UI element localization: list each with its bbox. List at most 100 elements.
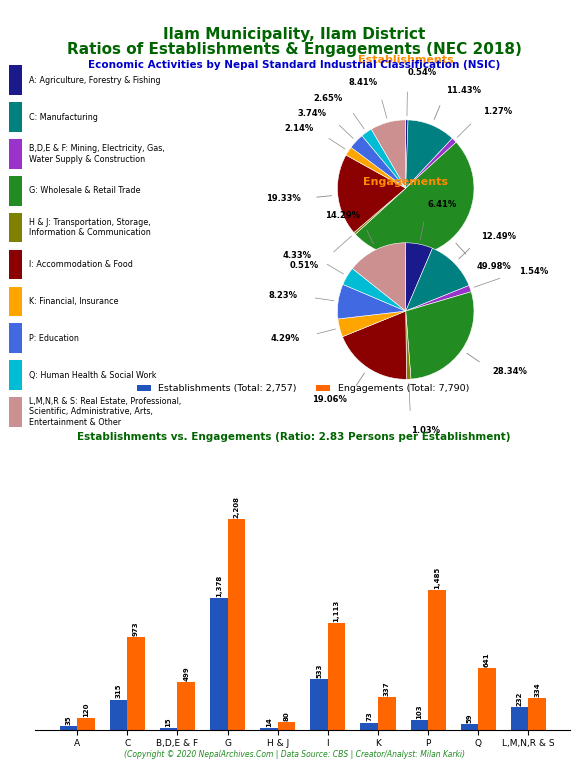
Text: A: Agriculture, Forestry & Fishing: A: Agriculture, Forestry & Fishing <box>29 76 161 84</box>
Text: 334: 334 <box>534 682 540 697</box>
Bar <box>529 698 546 730</box>
Title: Engagements: Engagements <box>363 177 448 187</box>
Legend: Establishments (Total: 2,757), Engagements (Total: 7,790): Establishments (Total: 2,757), Engagemen… <box>133 380 473 397</box>
Text: 103: 103 <box>416 704 422 719</box>
Text: 4.33%: 4.33% <box>283 250 312 260</box>
Text: 2.65%: 2.65% <box>314 94 343 103</box>
Text: P: Education: P: Education <box>29 334 79 343</box>
Text: Ilam Municipality, Ilam District: Ilam Municipality, Ilam District <box>163 27 425 42</box>
Text: (Copyright © 2020 NepalArchives.Com | Data Source: CBS | Creator/Analyst: Milan : (Copyright © 2020 NepalArchives.Com | Da… <box>123 750 465 759</box>
Text: 499: 499 <box>183 666 189 681</box>
Text: 14: 14 <box>266 717 272 727</box>
Text: 973: 973 <box>133 621 139 636</box>
Text: 28.34%: 28.34% <box>493 366 527 376</box>
Bar <box>9 250 22 280</box>
Text: H & J: Transportation, Storage,
Information & Communication: H & J: Transportation, Storage, Informat… <box>29 218 151 237</box>
Text: K: Financial, Insurance: K: Financial, Insurance <box>29 297 118 306</box>
Bar <box>260 728 278 730</box>
Wedge shape <box>362 129 406 188</box>
Bar <box>9 213 22 243</box>
Bar <box>328 624 345 730</box>
Text: I: Accommodation & Food: I: Accommodation & Food <box>29 260 133 269</box>
Wedge shape <box>351 136 406 188</box>
Text: 19.06%: 19.06% <box>312 395 347 404</box>
Wedge shape <box>406 248 469 311</box>
Wedge shape <box>406 286 471 311</box>
Text: 4.29%: 4.29% <box>271 333 300 343</box>
Text: 232: 232 <box>517 692 523 707</box>
Text: 0.51%: 0.51% <box>290 260 319 270</box>
Wedge shape <box>338 311 406 336</box>
Wedge shape <box>406 138 456 188</box>
Bar <box>9 102 22 132</box>
Text: 120: 120 <box>83 703 89 717</box>
Text: Q: Human Health & Social Work: Q: Human Health & Social Work <box>29 371 156 379</box>
Wedge shape <box>371 120 406 188</box>
Text: 1.03%: 1.03% <box>411 426 440 435</box>
Wedge shape <box>343 269 406 311</box>
Text: 59: 59 <box>466 713 473 723</box>
Bar <box>479 668 496 730</box>
Text: 337: 337 <box>384 682 390 697</box>
Bar <box>9 139 22 169</box>
Bar <box>378 697 396 730</box>
Bar <box>410 720 428 730</box>
Text: 8.23%: 8.23% <box>269 291 298 300</box>
Text: 641: 641 <box>484 653 490 667</box>
Bar <box>9 323 22 353</box>
Bar <box>77 718 95 730</box>
Text: 19.33%: 19.33% <box>266 194 300 204</box>
Text: Economic Activities by Nepal Standard Industrial Classification (NSIC): Economic Activities by Nepal Standard In… <box>88 60 500 70</box>
Wedge shape <box>406 120 452 188</box>
Text: 3.74%: 3.74% <box>298 108 326 118</box>
Text: 14.29%: 14.29% <box>325 211 360 220</box>
Wedge shape <box>406 311 411 379</box>
Bar <box>228 519 245 730</box>
Wedge shape <box>346 147 406 188</box>
Text: 1.27%: 1.27% <box>483 107 513 116</box>
Text: 1,485: 1,485 <box>434 567 440 589</box>
Text: 2.14%: 2.14% <box>285 124 314 134</box>
Bar <box>9 65 22 95</box>
Text: B,D,E & F: Mining, Electricity, Gas,
Water Supply & Construction: B,D,E & F: Mining, Electricity, Gas, Wat… <box>29 144 165 164</box>
Bar <box>9 286 22 316</box>
Text: 11.43%: 11.43% <box>446 86 481 95</box>
Bar <box>360 723 378 730</box>
Wedge shape <box>406 243 433 311</box>
Wedge shape <box>406 120 408 188</box>
Bar <box>110 700 127 730</box>
Bar <box>310 679 328 730</box>
Wedge shape <box>338 155 406 233</box>
Wedge shape <box>354 188 406 234</box>
Bar <box>278 722 295 730</box>
Bar <box>428 590 446 730</box>
Text: 35: 35 <box>65 716 71 725</box>
Text: 0.54%: 0.54% <box>407 68 437 77</box>
Bar <box>210 598 228 730</box>
Bar <box>160 728 178 730</box>
Bar <box>178 682 195 730</box>
Text: Ratios of Establishments & Engagements (NEC 2018): Ratios of Establishments & Engagements (… <box>66 42 522 58</box>
Wedge shape <box>355 142 474 257</box>
Text: Establishments vs. Engagements (Ratio: 2.83 Persons per Establishment): Establishments vs. Engagements (Ratio: 2… <box>77 432 511 442</box>
Bar <box>461 724 479 730</box>
Text: 1,113: 1,113 <box>333 600 340 622</box>
Text: 73: 73 <box>366 712 372 721</box>
Wedge shape <box>352 243 406 311</box>
Bar <box>9 176 22 206</box>
Text: 80: 80 <box>283 711 289 721</box>
Bar <box>9 397 22 427</box>
Wedge shape <box>342 311 406 379</box>
Wedge shape <box>406 292 474 379</box>
Text: 12.49%: 12.49% <box>481 233 516 241</box>
Bar <box>511 707 529 730</box>
Bar <box>59 727 77 730</box>
Text: 49.98%: 49.98% <box>477 262 512 271</box>
Bar <box>127 637 145 730</box>
Text: 315: 315 <box>115 684 122 698</box>
Text: 533: 533 <box>316 663 322 677</box>
Text: 2,208: 2,208 <box>233 496 239 518</box>
Bar <box>9 360 22 390</box>
Title: Establishments: Establishments <box>358 55 453 65</box>
Text: L,M,N,R & S: Real Estate, Professional,
Scientific, Administrative, Arts,
Entert: L,M,N,R & S: Real Estate, Professional, … <box>29 397 181 427</box>
